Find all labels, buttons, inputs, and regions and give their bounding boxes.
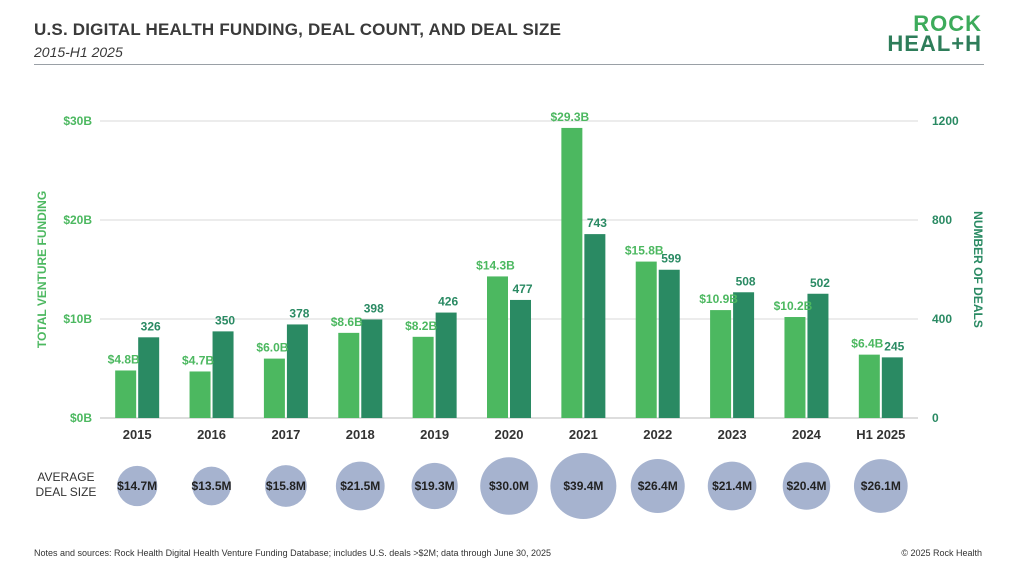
funding-data-label: $6.4B: [851, 337, 883, 351]
funding-bar: [189, 371, 211, 418]
funding-bar: [338, 332, 360, 418]
deals-data-label: 599: [661, 252, 681, 266]
deals-data-label: 398: [364, 301, 384, 315]
x-tick-label: 2023: [718, 427, 747, 442]
chart-title: U.S. DIGITAL HEALTH FUNDING, DEAL COUNT,…: [34, 20, 562, 39]
deals-data-label: 477: [512, 282, 532, 296]
funding-data-label: $10.2B: [774, 299, 813, 313]
funding-data-label: $14.3B: [476, 258, 515, 272]
deal-size-label: $20.4M: [786, 479, 826, 493]
deal-size-bubble: [265, 465, 307, 507]
left-tick-label: $0B: [70, 411, 92, 425]
funding-data-label: $10.9B: [699, 292, 738, 306]
x-tick-label: 2022: [643, 427, 672, 442]
average-deal-size-title: DEAL SIZE: [36, 485, 97, 499]
deal-size-label: $19.3M: [415, 479, 455, 493]
deal-size-label: $26.4M: [638, 479, 678, 493]
funding-bar: [263, 358, 285, 418]
funding-bar: [487, 276, 508, 418]
right-axis-title: NUMBER OF DEALS: [971, 211, 985, 328]
deals-bar: [212, 331, 234, 418]
x-tick-label: 2024: [792, 427, 822, 442]
deal-size-bubble: [117, 465, 158, 507]
deals-bar: [584, 234, 606, 418]
rock-health-logo: ROCK HEAL+H: [887, 11, 982, 56]
deals-bar: [881, 357, 903, 418]
deals-data-label: 426: [438, 295, 458, 309]
left-tick-label: $20B: [63, 213, 92, 227]
funding-bar: [710, 310, 732, 418]
right-tick-label: 0: [932, 411, 939, 425]
x-tick-label: 2017: [271, 427, 300, 442]
funding-data-label: $4.8B: [108, 352, 140, 366]
right-tick-label: 1200: [932, 114, 959, 128]
x-tick-label: 2015: [123, 427, 152, 442]
funding-data-label: $8.6B: [331, 315, 363, 329]
right-tick-label: 400: [932, 312, 952, 326]
deal-size-label: $15.8M: [266, 479, 306, 493]
deals-data-label: 743: [587, 216, 607, 230]
deals-data-label: 502: [810, 276, 830, 290]
deal-size-bubble: [630, 458, 685, 514]
deals-data-label: 350: [215, 313, 235, 327]
funding-bar: [412, 336, 434, 418]
left-axis-title: TOTAL VENTURE FUNDING: [35, 191, 49, 348]
deal-size-label: $39.4M: [563, 479, 603, 493]
chart-subtitle: 2015-H1 2025: [34, 44, 123, 60]
deals-data-label: 245: [884, 339, 904, 353]
deals-bar: [138, 337, 160, 418]
deal-size-label: $14.7M: [117, 479, 157, 493]
deal-size-bubble: [782, 462, 831, 510]
logo-line-2: HEAL+H: [887, 31, 982, 56]
funding-data-label: $8.2B: [405, 319, 437, 333]
funding-data-label: $6.0B: [256, 341, 288, 355]
right-tick-label: 800: [932, 213, 952, 227]
funding-bar: [784, 317, 806, 418]
deal-size-bubble: [335, 461, 385, 511]
deal-size-bubble: [192, 466, 231, 506]
funding-bar: [115, 370, 137, 418]
x-tick-label: 2016: [197, 427, 226, 442]
funding-bar: [858, 354, 880, 418]
logo-line-1: ROCK: [913, 11, 982, 36]
deal-size-label: $21.5M: [340, 479, 380, 493]
funding-data-label: $29.3B: [551, 110, 590, 124]
deal-size-label: $26.1M: [861, 479, 901, 493]
funding-bar: [635, 261, 657, 418]
footnote: Notes and sources: Rock Health Digital H…: [34, 548, 552, 558]
deal-size-bubble: [853, 459, 908, 513]
x-tick-label: 2019: [420, 427, 449, 442]
funding-data-label: $4.7B: [182, 353, 214, 367]
left-tick-label: $30B: [63, 114, 92, 128]
deal-size-bubble: [480, 457, 538, 515]
funding-bar: [561, 127, 583, 419]
deals-bar: [361, 319, 383, 418]
deal-size-label: $30.0M: [489, 479, 529, 493]
funding-data-label: $15.8B: [625, 244, 664, 258]
x-tick-label: H1 2025: [856, 427, 905, 442]
left-tick-label: $10B: [63, 312, 92, 326]
x-tick-label: 2020: [495, 427, 524, 442]
header-divider: [34, 64, 984, 65]
copyright: © 2025 Rock Health: [901, 548, 982, 558]
deals-data-label: 326: [141, 319, 161, 333]
deals-bar: [658, 269, 680, 418]
deals-bar: [807, 293, 829, 418]
deal-size-label: $13.5M: [192, 479, 232, 493]
deal-size-label: $21.4M: [712, 479, 752, 493]
deals-bar: [733, 292, 755, 418]
deals-bar: [286, 324, 308, 418]
deals-bar: [435, 312, 457, 418]
deal-size-bubble: [411, 462, 458, 510]
deals-data-label: 508: [736, 274, 756, 288]
deals-data-label: 378: [289, 306, 309, 320]
deal-size-bubble: [550, 453, 617, 519]
x-tick-label: 2018: [346, 427, 375, 442]
x-tick-label: 2021: [569, 427, 598, 442]
deal-size-bubble: [707, 461, 757, 511]
deals-bar: [510, 299, 531, 418]
average-deal-size-title: AVERAGE: [37, 470, 94, 484]
